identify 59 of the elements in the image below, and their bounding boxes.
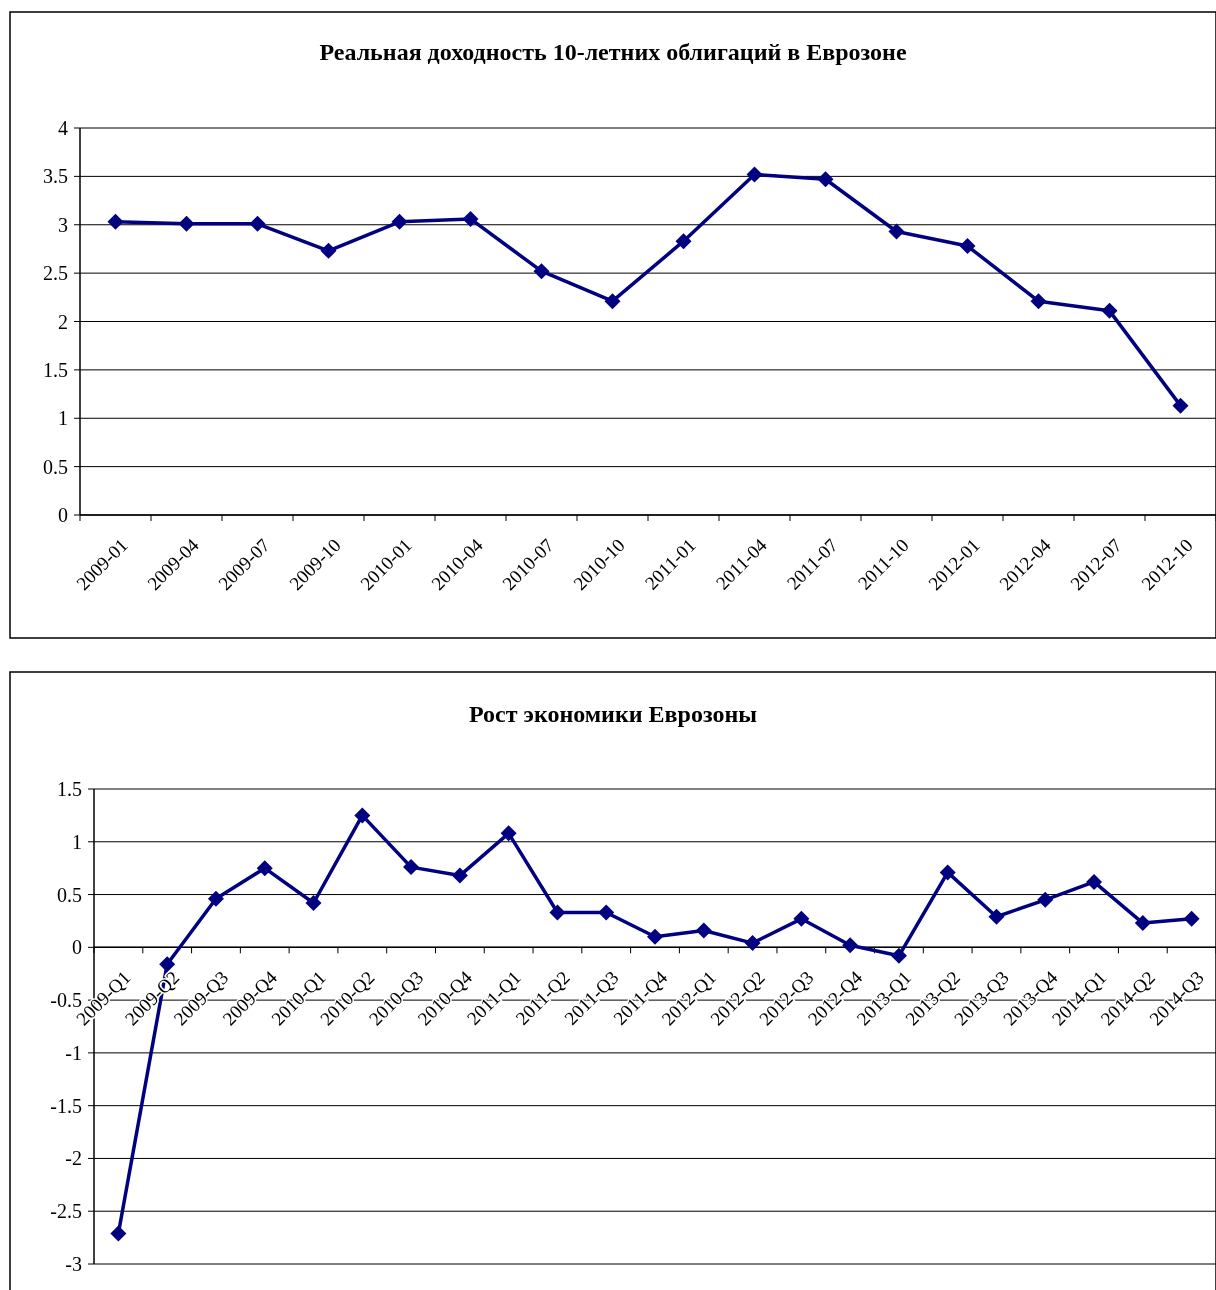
point [939, 864, 956, 881]
point [695, 922, 712, 939]
y-tick-label: 0 [58, 504, 68, 526]
point [604, 293, 621, 310]
y-tick-label: 1 [58, 407, 68, 430]
y-tick-label: 3.5 [43, 165, 68, 188]
point [354, 807, 371, 824]
point [110, 1225, 127, 1242]
y-tick-label: 0.5 [57, 883, 82, 906]
chart-title: Реальная доходность 10-летних облигаций в Еврозоне [319, 39, 907, 65]
point [1086, 873, 1103, 890]
y-tick-label: 2.5 [43, 262, 68, 285]
y-tick-label: 4 [58, 117, 68, 139]
point [888, 223, 905, 240]
point [647, 928, 663, 945]
point [1172, 397, 1189, 414]
point [207, 890, 224, 907]
point [462, 210, 479, 227]
point [107, 213, 124, 230]
point [256, 860, 273, 877]
point [842, 937, 859, 954]
point [451, 867, 468, 884]
point [1183, 910, 1200, 927]
point [1101, 302, 1118, 319]
point [988, 908, 1005, 925]
point [305, 895, 322, 911]
y-tick-label: -1 [65, 1041, 82, 1064]
point [959, 238, 976, 255]
chart-title: Рост экономики Еврозоны [469, 701, 758, 727]
y-tick-label: 0 [72, 936, 82, 959]
point [817, 171, 834, 188]
y-tick-label: -3 [65, 1253, 82, 1275]
y-tick-label: 2 [58, 310, 68, 333]
y-tick-label: 0.5 [43, 455, 68, 478]
point [391, 213, 408, 230]
point [744, 935, 761, 952]
point [793, 910, 810, 927]
point [890, 947, 907, 964]
point [1030, 293, 1047, 310]
point [1037, 891, 1054, 908]
y-tick-label: 1.5 [43, 358, 68, 381]
point [320, 242, 337, 259]
point [249, 215, 266, 232]
y-tick-label: 1.5 [57, 778, 82, 800]
point [598, 904, 615, 921]
point [403, 859, 420, 876]
point [549, 904, 566, 921]
point [178, 215, 195, 232]
point [746, 166, 763, 183]
point [159, 956, 176, 973]
y-tick-label: -2 [65, 1147, 82, 1170]
y-tick-label: 3 [58, 213, 68, 236]
point [500, 825, 517, 842]
point [1134, 915, 1151, 932]
y-tick-label: -2.5 [50, 1200, 82, 1223]
point [675, 233, 692, 250]
y-tick-label: 1 [72, 830, 82, 853]
point [533, 263, 550, 280]
y-tick-label: -1.5 [50, 1094, 82, 1117]
